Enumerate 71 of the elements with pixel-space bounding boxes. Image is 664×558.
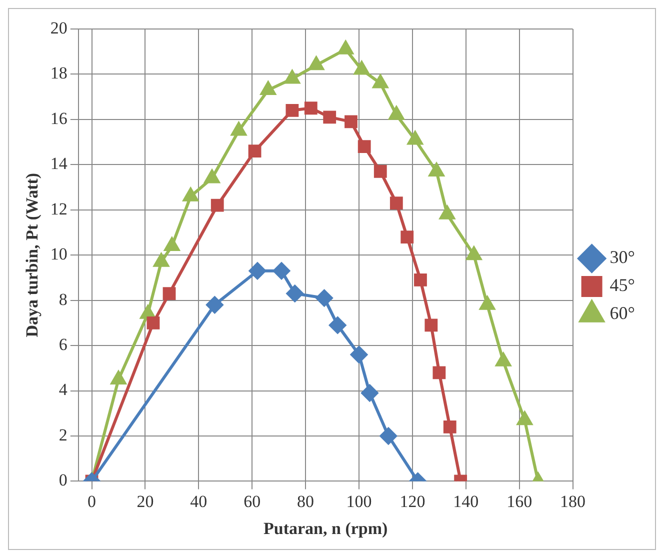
point: [358, 140, 371, 154]
point: [350, 346, 368, 364]
point: [140, 305, 156, 319]
legend-label: 45°: [610, 275, 636, 296]
point: [517, 412, 532, 426]
legend-label: 60°: [610, 303, 636, 324]
x-axis-title: Putaran, n (rpm): [264, 519, 388, 538]
point: [496, 352, 511, 366]
point: [304, 102, 318, 115]
point: [231, 122, 246, 136]
point: [273, 262, 290, 280]
y-tick-label: 16: [50, 108, 68, 128]
point: [354, 61, 370, 75]
point: [206, 296, 224, 314]
point: [443, 420, 456, 434]
point: [154, 253, 169, 267]
x-tick-label: 160: [506, 492, 532, 511]
point: [480, 296, 495, 310]
point: [286, 104, 299, 117]
point: [400, 230, 414, 244]
y-tick-label: 4: [58, 380, 68, 400]
point: [408, 131, 423, 145]
point: [146, 316, 160, 330]
x-tick-label: 40: [190, 492, 208, 511]
point: [248, 262, 266, 280]
point: [210, 198, 224, 212]
x-tick-label: 80: [297, 492, 314, 511]
point: [424, 318, 438, 332]
point: [183, 188, 198, 202]
y-tick-label: 6: [58, 335, 68, 354]
point: [440, 206, 455, 220]
x-tick-label: 140: [453, 492, 479, 511]
point: [338, 40, 354, 54]
point: [372, 74, 388, 88]
point: [344, 115, 358, 128]
y-tick-label: 8: [58, 290, 68, 309]
y-tick-label: 14: [50, 154, 68, 174]
point: [323, 110, 336, 124]
point: [380, 427, 397, 444]
x-tick-label: 20: [136, 492, 154, 511]
point: [308, 56, 324, 70]
y-tick-label: 20: [50, 18, 68, 38]
point: [466, 246, 482, 260]
x-tick-label: 60: [244, 492, 261, 511]
legend-label: 30°: [610, 247, 636, 268]
point: [329, 316, 346, 334]
point: [286, 285, 304, 302]
point: [164, 238, 180, 252]
point: [162, 287, 176, 300]
point: [260, 82, 276, 96]
y-tick-label: 12: [50, 199, 68, 218]
point: [204, 170, 220, 184]
point: [284, 70, 300, 84]
point: [390, 196, 403, 210]
y-axis-title: Daya turbin, Pt (Watt): [22, 172, 42, 338]
x-tick-label: 180: [560, 492, 586, 511]
x-tick-label: 0: [88, 492, 96, 511]
point: [428, 162, 444, 176]
y-tick-label: 18: [50, 64, 68, 83]
point: [432, 366, 446, 380]
point: [414, 274, 427, 286]
y-tick-label: 2: [58, 425, 68, 444]
y-tick-label: 0: [58, 470, 68, 490]
y-tick-label: 10: [50, 244, 68, 264]
point: [361, 384, 378, 402]
x-tick-label: 100: [346, 492, 372, 511]
point: [316, 290, 333, 307]
point: [248, 144, 262, 158]
point: [388, 106, 404, 120]
x-tick-label: 120: [400, 492, 426, 511]
point: [374, 164, 387, 178]
